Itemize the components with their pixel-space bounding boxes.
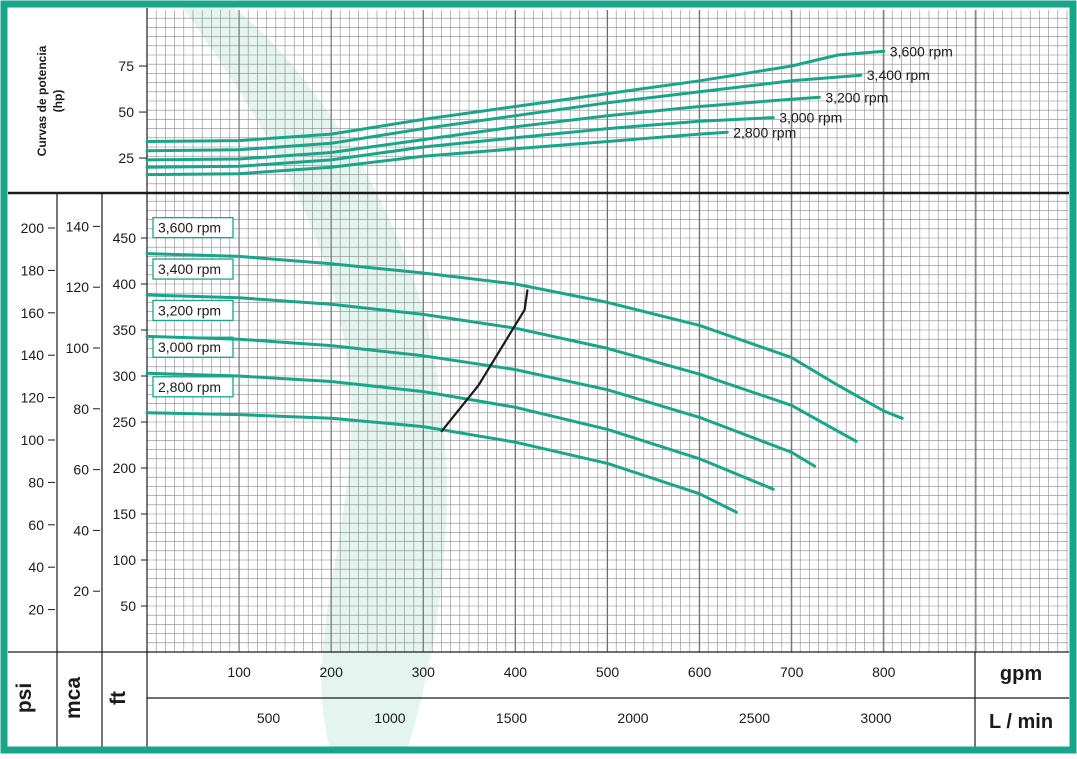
tick-label-gpm: 500	[596, 664, 620, 680]
tick-label-psi: 100	[21, 432, 45, 448]
tick-label-gpm: 200	[320, 664, 344, 680]
x-axis-unit-gpm: gpm	[1000, 663, 1042, 685]
power-curve	[145, 116, 775, 169]
head-curve-label-box	[152, 216, 234, 239]
tick-label-psi: 80	[28, 474, 44, 490]
tick-label-ft: 150	[113, 506, 137, 522]
tick-label-psi: 160	[21, 305, 45, 321]
tick-label-psi: 60	[28, 517, 44, 533]
tick-label-lmin: 2500	[739, 710, 770, 726]
tick-label-psi: 120	[21, 390, 45, 406]
efficiency-line	[440, 289, 529, 433]
head-curve-label-box	[152, 299, 234, 322]
tick-label-lmin: 1000	[374, 710, 405, 726]
tick-label-ft: 400	[113, 276, 137, 292]
tick-label-ft: 450	[113, 230, 137, 246]
head-curve	[145, 371, 775, 491]
head-curve-label: 3,400 rpm	[158, 261, 221, 277]
tick-label-mca: 80	[73, 401, 89, 417]
tick-label-mca: 120	[66, 279, 90, 295]
tick-label-lmin: 1500	[496, 710, 527, 726]
x-axis-unit-lmin: L / min	[989, 711, 1053, 733]
tick-label-gpm: 600	[688, 664, 712, 680]
tick-label-lmin: 500	[257, 710, 281, 726]
tick-label-ft: 300	[113, 368, 137, 384]
head-curve-label: 2,800 rpm	[158, 379, 221, 395]
tick-label-hp: 75	[118, 58, 134, 74]
power-axis-title: Curvas de potencia (hp)	[35, 45, 65, 156]
axis-unit-psi: psi	[13, 683, 36, 713]
power-curve-label: 3,600 rpm	[890, 43, 953, 59]
tick-label-lmin: 3000	[860, 710, 891, 726]
head-curve	[145, 411, 738, 514]
tick-label-gpm: 800	[872, 664, 896, 680]
tick-label-ft: 350	[113, 322, 137, 338]
power-curve	[145, 130, 729, 177]
tick-label-mca: 20	[73, 583, 89, 599]
tick-label-mca: 100	[66, 340, 90, 356]
tick-label-psi: 140	[21, 347, 45, 363]
tick-label-ft: 250	[113, 414, 137, 430]
axis-unit-ft: ft	[107, 691, 130, 705]
tick-label-gpm: 700	[780, 664, 804, 680]
tick-label-ft: 100	[113, 552, 137, 568]
power-curve	[145, 95, 821, 162]
tick-label-gpm: 300	[412, 664, 436, 680]
tick-label-lmin: 2000	[617, 710, 648, 726]
head-curve-label: 3,000 rpm	[158, 339, 221, 355]
watermark-swoosh	[182, 6, 447, 748]
head-curve	[145, 252, 904, 420]
tick-label-mca: 140	[66, 218, 90, 234]
head-curve-label-box	[152, 258, 234, 280]
head-curve	[145, 293, 858, 443]
tick-label-psi: 20	[28, 602, 44, 618]
tick-label-hp: 25	[118, 150, 134, 166]
tick-label-psi: 200	[21, 220, 45, 236]
tick-label-gpm: 100	[227, 664, 251, 680]
head-curve	[145, 334, 817, 468]
power-curve	[145, 73, 863, 153]
power-curve	[145, 49, 886, 143]
head-curve-label: 3,200 rpm	[158, 302, 221, 318]
tick-label-mca: 60	[73, 462, 89, 478]
tick-label-mca: 40	[73, 522, 89, 538]
tick-label-psi: 40	[28, 559, 44, 575]
tick-label-psi: 180	[21, 262, 45, 278]
power-curve-label: 3,000 rpm	[779, 110, 842, 126]
tick-label-gpm: 400	[504, 664, 528, 680]
power-curve-label: 3,200 rpm	[825, 89, 888, 105]
power-curve-label: 3,400 rpm	[867, 67, 930, 83]
head-curve-label-box	[152, 376, 234, 398]
power-curve-label: 2,800 rpm	[733, 124, 796, 140]
tick-label-hp: 50	[118, 104, 134, 120]
tick-label-ft: 50	[120, 598, 136, 614]
head-curve-label: 3,600 rpm	[158, 220, 221, 236]
tick-label-ft: 200	[113, 460, 137, 476]
axis-unit-mca: mca	[62, 677, 85, 719]
